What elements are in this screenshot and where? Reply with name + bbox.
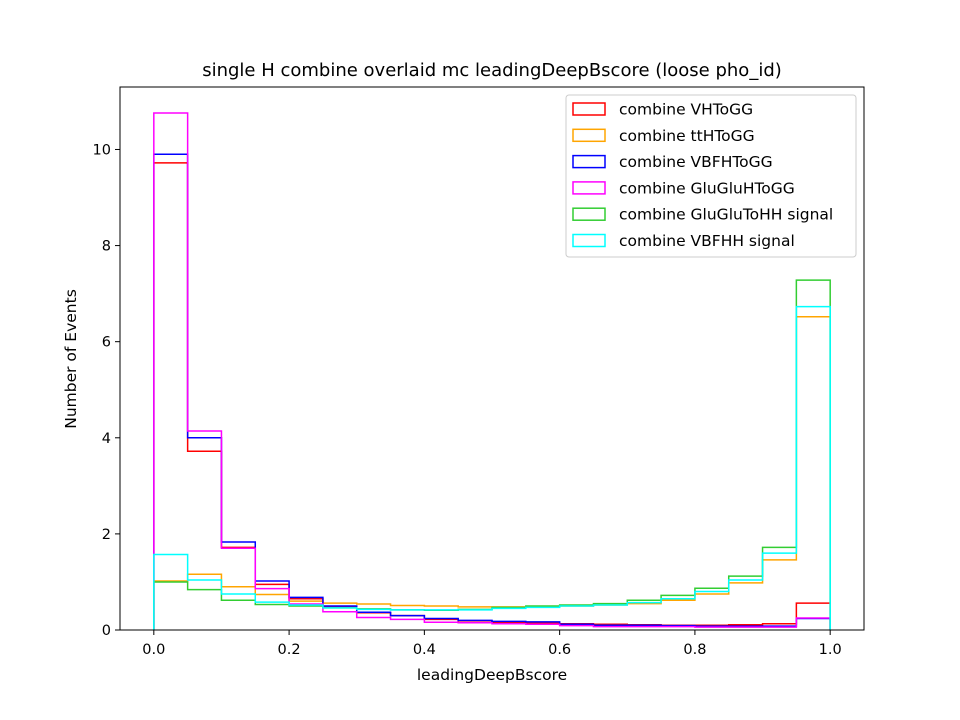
legend-label-4: combine GluGluToHH signal xyxy=(619,206,833,224)
y-tick-label-4: 8 xyxy=(102,239,111,255)
legend-swatch-2 xyxy=(572,154,606,169)
x-axis: 0.0 0.2 0.4 0.6 0.8 1.0 xyxy=(142,630,842,658)
series-layer xyxy=(153,112,831,630)
legend-label-3: combine GluGluHToGG xyxy=(619,179,795,197)
y-tick-label-2: 4 xyxy=(102,431,111,447)
x-tick-label-1: 0.2 xyxy=(278,642,301,658)
legend-swatch-4 xyxy=(572,207,606,221)
y-tick-label-0: 0 xyxy=(102,623,111,639)
x-tick-label-3: 0.6 xyxy=(548,642,571,658)
legend-label-1: combine ttHToGG xyxy=(619,127,755,145)
plot-frame xyxy=(119,86,865,631)
y-axis: 0 2 4 6 8 10 xyxy=(93,142,120,639)
legend-label-5: combine VBFHH signal xyxy=(619,232,795,250)
legend-label-0: combine VHToGG xyxy=(619,101,753,119)
legend-label-2: combine VBFHToGG xyxy=(619,153,773,171)
x-tick-label-4: 0.8 xyxy=(683,642,706,658)
y-tick-label-3: 6 xyxy=(102,335,111,351)
y-tick-label-1: 2 xyxy=(102,527,111,543)
x-axis-label: leadingDeepBscore xyxy=(417,666,567,684)
series-3-histogram xyxy=(153,112,831,630)
legend-swatch-5 xyxy=(572,233,606,248)
legend-swatch-3 xyxy=(572,181,606,195)
legend-box xyxy=(565,94,857,258)
x-tick-label-0: 0.0 xyxy=(142,642,165,658)
legend-swatch-1 xyxy=(572,128,606,143)
y-axis-label: Number of Events xyxy=(62,289,80,429)
x-tick-label-2: 0.4 xyxy=(413,642,436,658)
legend-swatch-0 xyxy=(572,102,606,116)
y-tick-label-5: 10 xyxy=(93,142,111,158)
series-5-histogram xyxy=(153,305,831,630)
x-tick-label-5: 1.0 xyxy=(819,642,842,658)
legend: combine VHToGG combine ttHToGG combine VBF… xyxy=(565,94,857,258)
chart-title: single H combine overlaid mc leadingDeep… xyxy=(202,60,782,81)
